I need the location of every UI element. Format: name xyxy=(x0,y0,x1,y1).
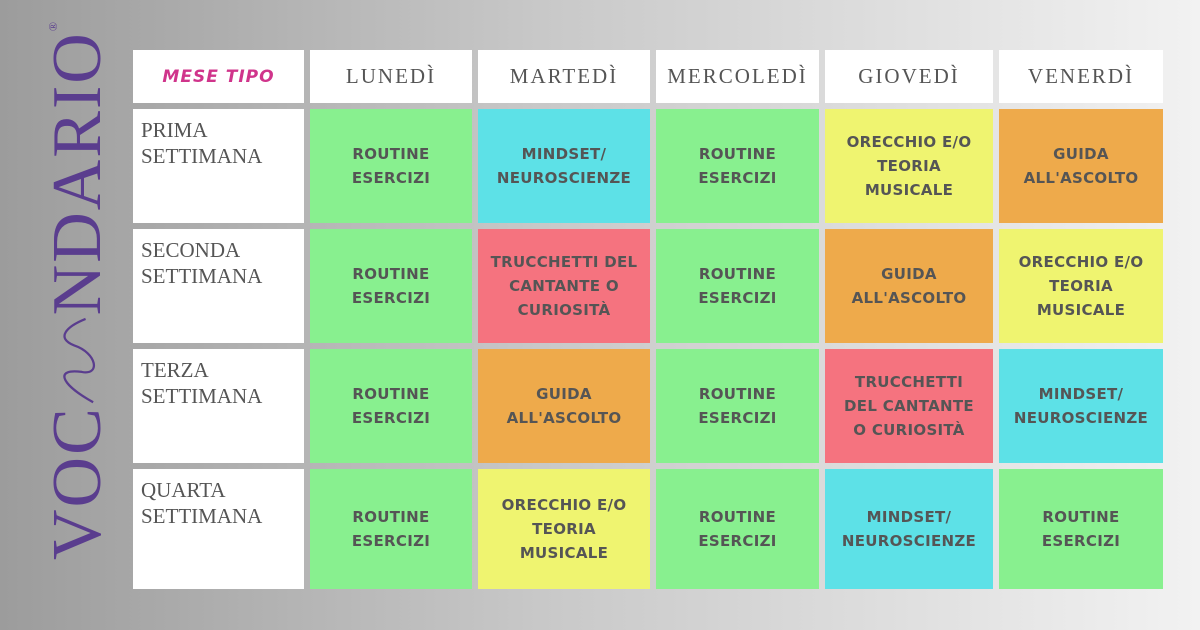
week-label-line: QUARTA xyxy=(141,478,226,502)
activity-line: MUSICALE xyxy=(864,181,954,199)
schedule-table: MESE TIPO LUNEDÌ MARTEDÌ MERCOLEDÌ GIOVEDÌ VE… xyxy=(133,50,1163,589)
activity-cell: ROUTINE ESERCIZI xyxy=(310,229,472,343)
activity-line: ESERCIZI xyxy=(698,409,777,427)
activity-line: TEORIA xyxy=(877,157,941,175)
activity-line: ALL'ASCOLTO xyxy=(1023,169,1139,187)
week-label-line: SETTIMANA xyxy=(141,144,263,168)
activity-line: ESERCIZI xyxy=(351,169,431,187)
activity-line: ROUTINE xyxy=(698,265,777,283)
week-label-line: PRIMA xyxy=(141,118,208,142)
day-header: MERCOLEDÌ xyxy=(656,50,819,103)
activity-line: TRUCCHETTI xyxy=(854,373,964,391)
logo-script xyxy=(63,318,96,404)
week-label: QUARTA SETTIMANA xyxy=(133,469,304,589)
activity-line: ROUTINE xyxy=(698,385,777,403)
activity-line: GUIDA xyxy=(881,265,937,283)
week-label-line: TERZA xyxy=(141,358,209,382)
activity-cell: ORECCHIO E/O TEORIA MUSICALE xyxy=(825,109,993,223)
week-label-line: SETTIMANA xyxy=(141,384,263,408)
week-label-line: SETTIMANA xyxy=(141,264,263,288)
activity-line: ROUTINE xyxy=(698,508,777,526)
activity-line: ESERCIZI xyxy=(698,532,777,550)
activity-line: GUIDA xyxy=(1053,145,1109,163)
activity-line: ESERCIZI xyxy=(1041,532,1121,550)
day-header: VENERDÌ xyxy=(999,50,1163,103)
logo-text: VOC xyxy=(39,406,116,560)
activity-line: TEORIA xyxy=(532,520,596,538)
activity-cell: ORECCHIO E/O TEORIA MUSICALE xyxy=(478,469,650,589)
logo-mark: ® xyxy=(46,20,60,32)
activity-line: O CURIOSITÀ xyxy=(853,421,965,439)
day-header: GIOVEDÌ xyxy=(825,50,993,103)
activity-line: MINDSET/ xyxy=(521,145,607,163)
day-header: MARTEDÌ xyxy=(478,50,650,103)
activity-cell: MINDSET/NEUROSCIENZE xyxy=(999,349,1163,463)
activity-cell: ROUTINE ESERCIZI xyxy=(656,109,819,223)
activity-line: ESERCIZI xyxy=(351,532,431,550)
activity-line: DEL CANTANTE xyxy=(844,397,974,415)
activity-cell: ROUTINE ESERCIZI xyxy=(310,349,472,463)
activity-line: NEUROSCIENZE xyxy=(496,169,632,187)
activity-line: CURIOSITÀ xyxy=(517,301,611,319)
activity-line: ROUTINE xyxy=(698,145,777,163)
activity-cell: ORECCHIO E/O TEORIA MUSICALE xyxy=(999,229,1163,343)
activity-cell: ROUTINE ESERCIZI xyxy=(310,469,472,589)
activity-line: ROUTINE xyxy=(352,508,430,526)
activity-line: TEORIA xyxy=(1049,277,1113,295)
activity-cell: GUIDA ALL'ASCOLTO xyxy=(999,109,1163,223)
activity-line: ORECCHIO E/O xyxy=(501,496,627,514)
activity-line: ROUTINE xyxy=(352,385,430,403)
activity-line: MUSICALE xyxy=(1036,301,1126,319)
day-header: LUNEDÌ xyxy=(310,50,472,103)
activity-line: ROUTINE xyxy=(1042,508,1120,526)
activity-cell: TRUCCHETTI DEL CANTANTE O CURIOSITÀ xyxy=(478,229,650,343)
logo-text: NDARIO xyxy=(39,31,116,316)
week-label: SECONDA SETTIMANA xyxy=(133,229,304,343)
activity-line: NEUROSCIENZE xyxy=(1013,409,1149,427)
week-label-line: SETTIMANA xyxy=(141,504,263,528)
logo: VOC NDARIO ® xyxy=(38,20,118,560)
activity-line: ROUTINE xyxy=(352,265,430,283)
week-label: PRIMA SETTIMANA xyxy=(133,109,304,223)
week-label-line: SECONDA xyxy=(141,238,241,262)
activity-line: MINDSET/ xyxy=(866,508,952,526)
activity-cell: MINDSET/NEUROSCIENZE xyxy=(825,469,993,589)
corner-header: MESE TIPO xyxy=(133,50,304,103)
activity-cell: GUIDA ALL'ASCOLTO xyxy=(825,229,993,343)
activity-cell: ROUTINE ESERCIZI xyxy=(310,109,472,223)
activity-cell: ROUTINE ESERCIZI xyxy=(656,229,819,343)
activity-line: ESERCIZI xyxy=(698,289,777,307)
week-label: TERZA SETTIMANA xyxy=(133,349,304,463)
activity-line: MUSICALE xyxy=(519,544,609,562)
activity-line: ALL'ASCOLTO xyxy=(851,289,967,307)
activity-cell: ROUTINE ESERCIZI xyxy=(656,349,819,463)
activity-line: ESERCIZI xyxy=(351,409,431,427)
activity-cell: TRUCCHETTI DEL CANTANTE O CURIOSITÀ xyxy=(825,349,993,463)
activity-line: MINDSET/ xyxy=(1038,385,1124,403)
activity-line: ESERCIZI xyxy=(698,169,777,187)
activity-cell: ROUTINE ESERCIZI xyxy=(656,469,819,589)
activity-line: CANTANTE O xyxy=(509,277,619,295)
activity-cell: GUIDA ALL'ASCOLTO xyxy=(478,349,650,463)
activity-line: ROUTINE xyxy=(352,145,430,163)
activity-line: ORECCHIO E/O xyxy=(846,133,972,151)
activity-cell: ROUTINE ESERCIZI xyxy=(999,469,1163,589)
activity-line: NEUROSCIENZE xyxy=(841,532,977,550)
activity-line: ESERCIZI xyxy=(351,289,431,307)
activity-line: GUIDA xyxy=(536,385,592,403)
activity-cell: MINDSET/NEUROSCIENZE xyxy=(478,109,650,223)
activity-line: ALL'ASCOLTO xyxy=(506,409,622,427)
activity-line: TRUCCHETTI DEL xyxy=(490,253,638,271)
activity-line: ORECCHIO E/O xyxy=(1018,253,1144,271)
